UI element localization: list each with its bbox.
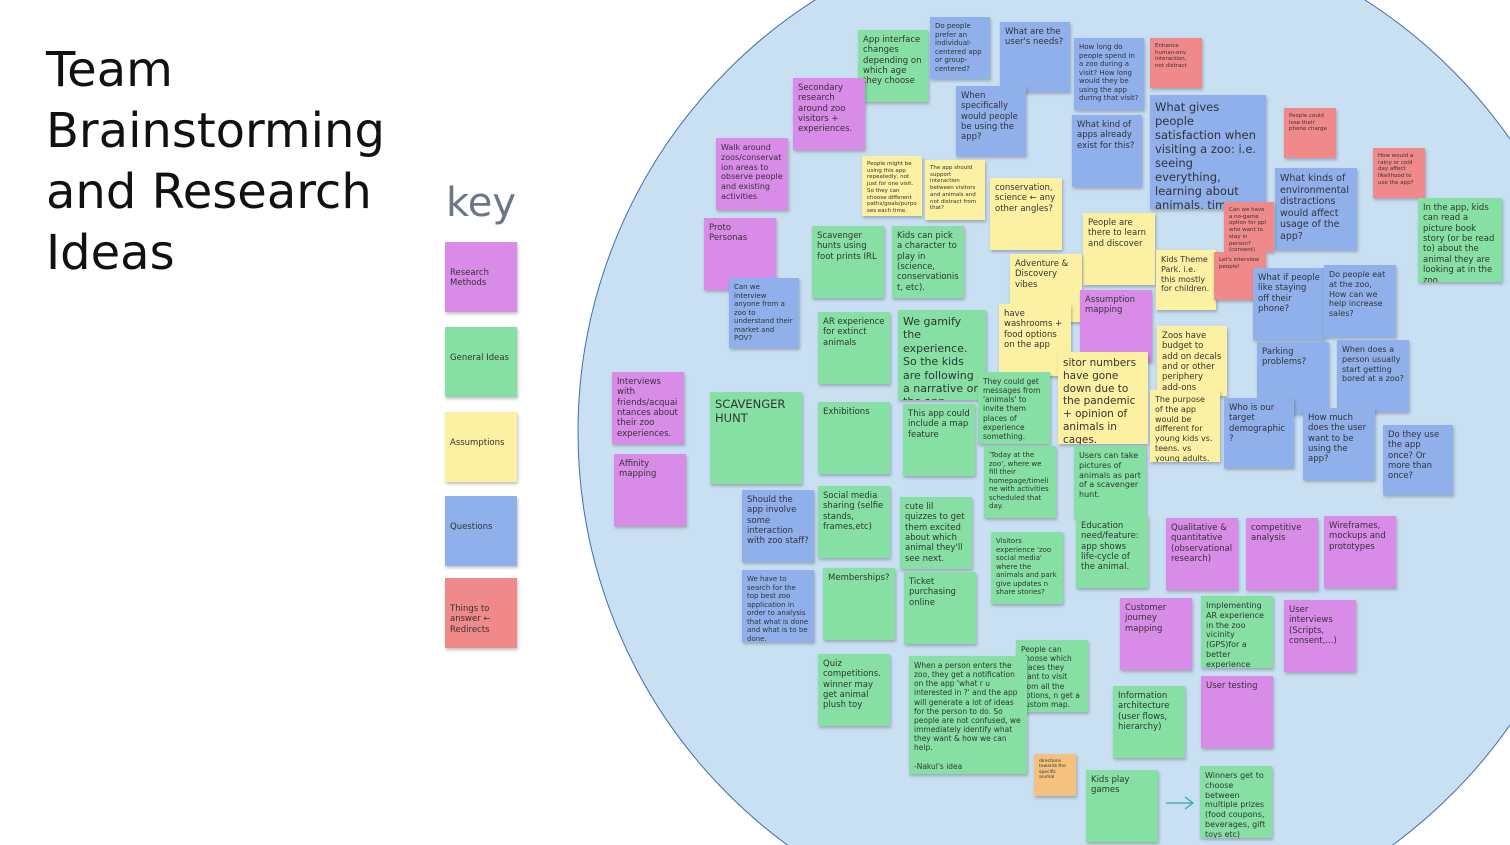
sticky-note: What kinds of environmental distractions… (1275, 168, 1357, 250)
sticky-note: SCAVENGER HUNT (710, 392, 802, 484)
sticky-note: What if people like staying off their ph… (1253, 268, 1325, 340)
sticky-note: People are there to learn and discover (1083, 213, 1155, 285)
sticky-note: This app could include a map feature (903, 404, 975, 476)
sticky-note: What are the user's needs? (1000, 22, 1070, 92)
sticky-note: In the app, kids can read a picture book… (1418, 198, 1502, 282)
title: Team Brainstorming and Research Ideas (46, 42, 385, 281)
sticky-note: Enhance human-env interaction, not distr… (1150, 38, 1202, 88)
sticky-note: Interviews with friends/acquaintances ab… (612, 372, 684, 444)
sticky-note: Winners get to choose between multiple p… (1200, 766, 1272, 838)
sticky-note: AR experience for extinct animals (818, 312, 890, 384)
sticky-note: Visitors experience 'zoo social media' w… (991, 532, 1063, 604)
sticky-note: Implementing AR experience in the zoo vi… (1201, 596, 1273, 668)
sticky-note: Information architecture (user flows, hi… (1113, 686, 1185, 758)
sticky-note: User testing (1201, 676, 1273, 748)
sticky-note: Memberships? (823, 568, 895, 640)
sticky-note: Kids Theme Park. i.e. this mostly for ch… (1156, 250, 1216, 310)
sticky-note: How long do people spend in a zoo during… (1074, 38, 1144, 110)
sticky-note: Kids can pick a character to play in (sc… (892, 226, 964, 298)
key-item: Assumptions (445, 412, 517, 482)
sticky-note: conservation, science ← any other angles… (990, 178, 1062, 250)
sticky-note: Quiz competitions. winner may get animal… (818, 654, 890, 726)
sticky-note: Wireframes, mockups and prototypes (1324, 516, 1396, 588)
sticky-note: The purpose of the app would be differen… (1150, 390, 1220, 462)
sticky-note: Assumption mapping (1080, 290, 1152, 362)
sticky-note: 'Today at the zoo', where we fill their … (984, 446, 1056, 518)
sticky-note: Do people eat at the zoo, How can we hel… (1324, 265, 1396, 337)
sticky-note: User interviews (Scripts, consent,...) (1284, 600, 1356, 672)
key-item: General Ideas (445, 327, 517, 397)
sticky-note: have washrooms + food options on the app (999, 304, 1071, 376)
sticky-note: App interface changes depending on which… (858, 30, 928, 102)
sticky-note: People could lose their phone charge (1284, 108, 1336, 158)
sticky-note: Can we interview anyone from a zoo to un… (729, 278, 799, 348)
sticky-note: Education need/feature: app shows life-c… (1076, 516, 1148, 588)
sticky-note: How would a rainy or cold day affect lik… (1373, 148, 1425, 198)
sticky-note: sitor numbers have gone down due to the … (1058, 352, 1148, 444)
sticky-note: Do people prefer an individual-centered … (930, 17, 990, 79)
sticky-note: Social media sharing (selfie stands, fra… (818, 486, 890, 558)
sticky-note: Qualitative & quantitative (observationa… (1166, 518, 1238, 590)
sticky-note: They could get messages from 'animals' t… (978, 372, 1050, 444)
sticky-note: People can choose which places they want… (1016, 640, 1088, 712)
sticky-note: Affinity mapping (614, 454, 686, 526)
sticky-note: The app should support interaction betwe… (925, 160, 985, 220)
sticky-note: directions towards the specific animal (1034, 754, 1076, 796)
sticky-note: Ticket purchasing online (904, 572, 976, 644)
sticky-note: When specifically would people be using … (956, 86, 1026, 156)
key-item: Research Methods (445, 242, 517, 312)
sticky-note: Do they use the app once? Or more than o… (1383, 425, 1453, 495)
sticky-note: Exhibitions (818, 402, 890, 474)
sticky-note: Should the app involve some interaction … (742, 490, 814, 562)
sticky-note: cute lil quizzes to get them excited abo… (900, 497, 972, 569)
sticky-note: Kids play games (1086, 770, 1158, 842)
sticky-note: Users can take pictures of animals as pa… (1074, 446, 1146, 518)
sticky-note: How much does the user want to be using … (1303, 408, 1375, 480)
sticky-note: When a person enters the zoo, they get a… (909, 656, 1027, 774)
sticky-note: Customer journey mapping (1120, 598, 1192, 670)
sticky-note: We have to search for the top best zoo a… (742, 570, 814, 642)
sticky-note: People might be using this app repeatedl… (862, 156, 922, 216)
sticky-note: What kind of apps already exist for this… (1072, 115, 1142, 187)
sticky-note: Who is our target demographic? (1224, 398, 1294, 468)
key-item: Questions (445, 496, 517, 566)
sticky-note: Zoos have budget to add on decals and or… (1157, 326, 1227, 396)
key-item: Things to answer ← Redirects (445, 578, 517, 648)
key-label: key (446, 180, 517, 226)
sticky-note: Scavenger hunts using foot prints IRL (812, 226, 884, 298)
sticky-note: competitive analysis (1246, 518, 1318, 590)
sticky-note: What gives people satisfaction when visi… (1150, 95, 1266, 209)
arrow-head (1184, 796, 1194, 810)
sticky-note: We gamify the experience. So the kids ar… (898, 310, 986, 400)
sticky-note: Secondary research around zoo visitors +… (793, 78, 865, 150)
sticky-note: When does a person usually start getting… (1337, 340, 1409, 412)
sticky-note: Walk around zoos/conservation areas to o… (716, 138, 788, 210)
sticky-note: Can we have a no-game option for ppl who… (1224, 202, 1274, 252)
